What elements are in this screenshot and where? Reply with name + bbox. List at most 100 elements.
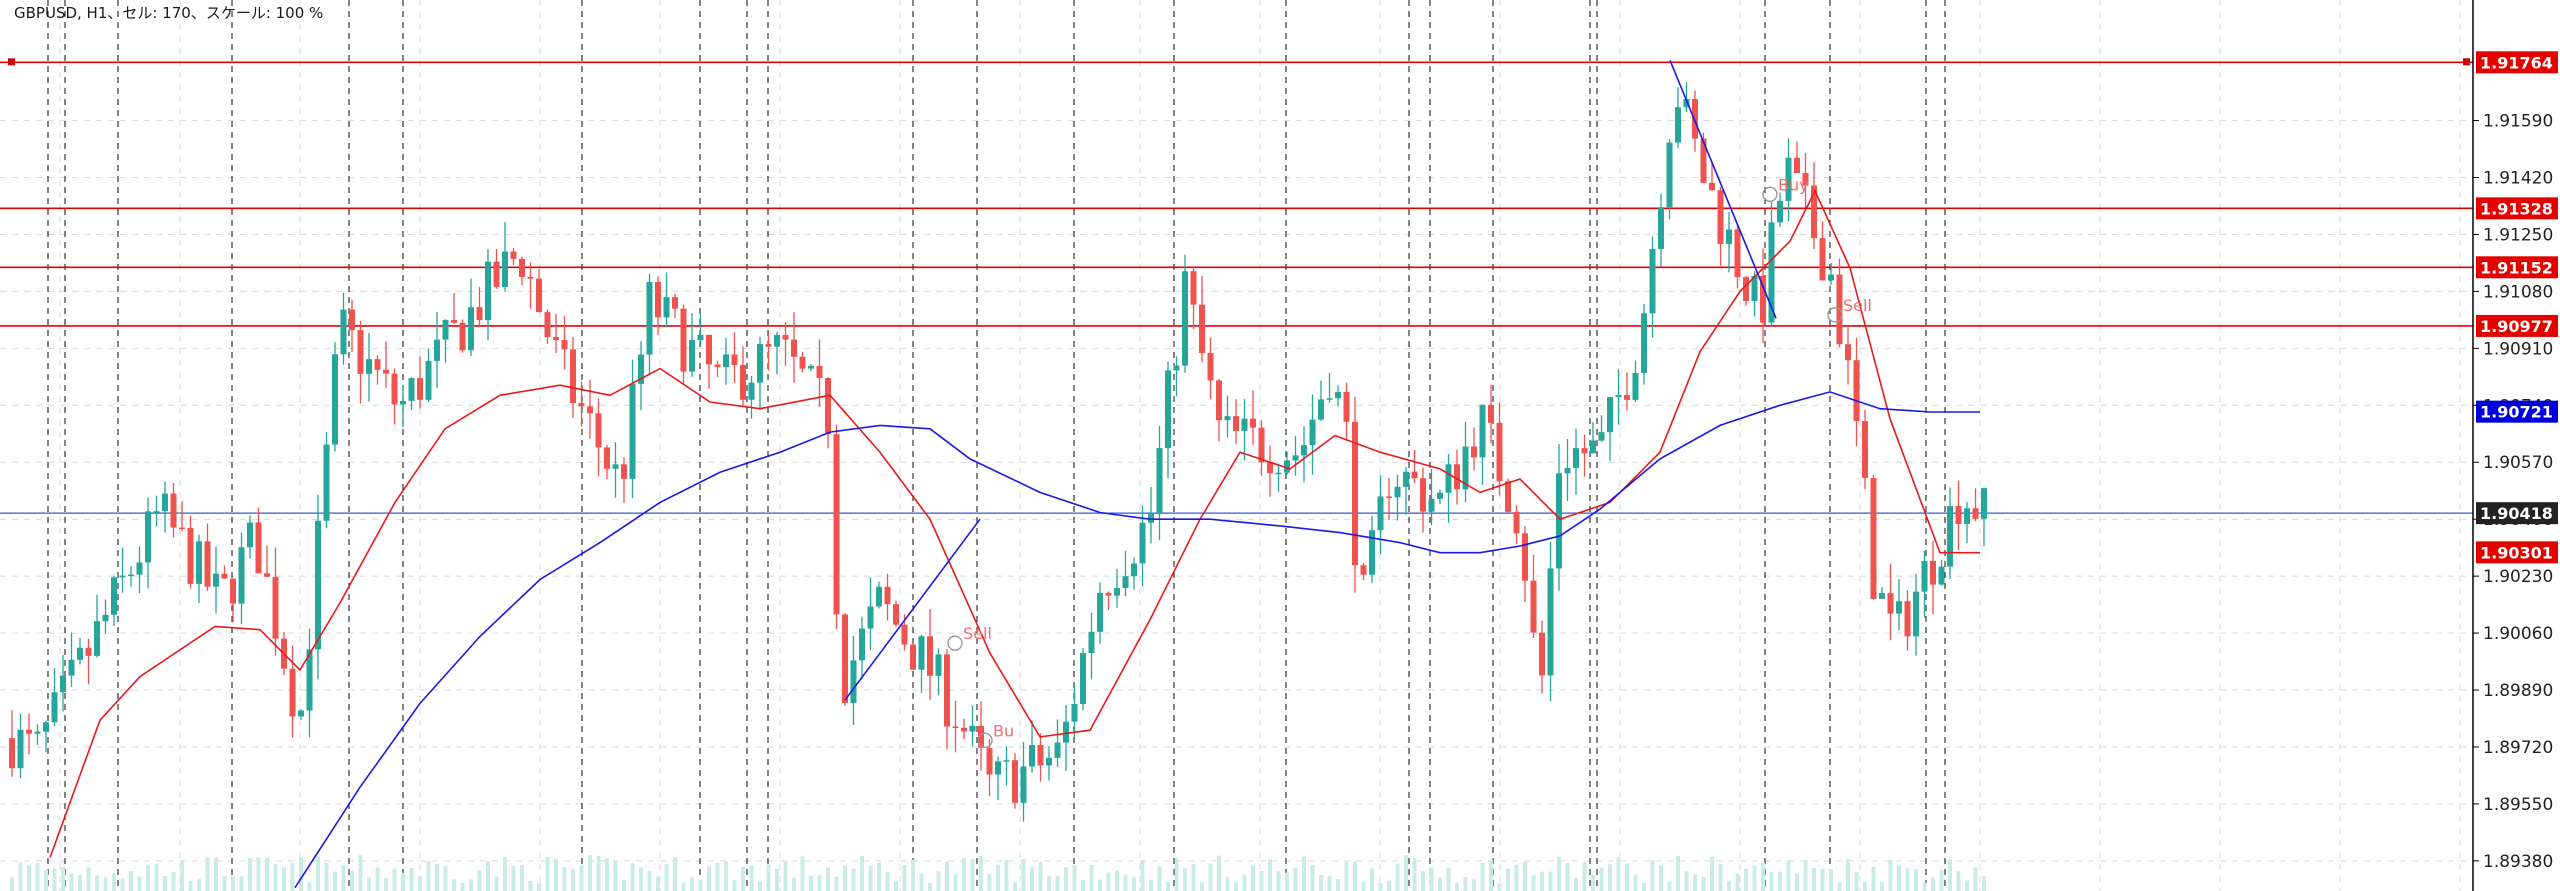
- volume-bar: [792, 877, 796, 891]
- candle-body: [1437, 492, 1443, 499]
- horizontal-levels[interactable]: [0, 58, 2473, 514]
- volume-bar: [1812, 867, 1816, 891]
- volume-bar: [460, 882, 465, 891]
- candle-body: [1785, 157, 1792, 201]
- volume-bar: [639, 867, 643, 891]
- volume-bar: [1123, 874, 1128, 891]
- volume-bar: [1183, 868, 1187, 891]
- volume-bar: [452, 879, 456, 891]
- volume-bar: [171, 872, 176, 891]
- volume-bar: [358, 855, 363, 891]
- volume-bar: [877, 862, 881, 891]
- candle-body: [689, 340, 695, 372]
- y-tick-label: 1.90230: [2483, 567, 2553, 587]
- volume-bar: [1591, 874, 1595, 891]
- volume-bar: [1404, 855, 1408, 891]
- candle-body: [26, 729, 32, 734]
- y-tick-label: 1.91420: [2483, 169, 2553, 189]
- volume-bar: [1072, 865, 1077, 891]
- candle-body: [544, 312, 551, 338]
- volume-bar: [1259, 870, 1264, 891]
- volume-bar: [800, 856, 805, 891]
- volume-bar: [809, 875, 813, 891]
- volume-bar: [579, 865, 584, 891]
- volume-bar: [1047, 876, 1051, 891]
- volume-bar: [1395, 864, 1400, 891]
- grid: [0, 0, 2473, 891]
- volume-bar: [545, 857, 550, 891]
- volume-bar: [868, 866, 873, 891]
- candle-body: [757, 344, 763, 383]
- candle-body: [1692, 99, 1698, 139]
- price-tag-label: 1.90721: [2480, 403, 2553, 422]
- candle-body: [1870, 477, 1877, 599]
- volume-bar: [307, 881, 312, 891]
- volume-bar: [1922, 882, 1927, 891]
- period-separators: [47, 0, 1946, 891]
- candle-body: [621, 464, 627, 479]
- candle-body: [1173, 365, 1180, 371]
- candle-body: [323, 444, 330, 521]
- candle-body: [1913, 591, 1919, 637]
- volume-bar: [341, 865, 346, 891]
- volume-bar: [1438, 877, 1442, 891]
- candle-body: [740, 364, 746, 400]
- candle-body: [1496, 422, 1503, 482]
- candle-body: [1734, 229, 1741, 278]
- level-anchor-handle[interactable]: [8, 58, 15, 66]
- candle-body: [255, 522, 262, 574]
- candle-body: [1369, 530, 1375, 575]
- trendline[interactable]: [844, 518, 981, 701]
- candle-body: [9, 738, 15, 769]
- candle-body: [1675, 107, 1681, 143]
- candle-body: [1556, 473, 1562, 569]
- volume-bar: [392, 868, 397, 891]
- volume-bar: [35, 863, 40, 891]
- candle-body: [1479, 404, 1486, 458]
- volume-bar: [95, 875, 99, 891]
- candle-body: [485, 261, 491, 321]
- candle-body: [1071, 704, 1078, 722]
- volume-bar: [1344, 861, 1349, 891]
- volume-bar: [1089, 864, 1094, 891]
- volume-bar: [511, 866, 516, 891]
- volume-bar: [1242, 874, 1247, 891]
- volume-bar: [1948, 859, 1952, 891]
- volume-bar: [707, 866, 711, 891]
- candle-body: [1020, 766, 1027, 803]
- volume-bar: [690, 877, 694, 891]
- candle-body: [808, 365, 814, 369]
- volume-bar: [316, 856, 320, 891]
- candle-body: [893, 604, 899, 625]
- candle-body: [553, 337, 559, 341]
- trendlines[interactable]: [844, 59, 1777, 701]
- candle-body: [1454, 464, 1460, 490]
- candle-body: [782, 335, 789, 340]
- volume-bar: [537, 882, 541, 891]
- candle-body: [1547, 568, 1554, 676]
- volume-bar: [1030, 867, 1034, 891]
- volume-bar: [953, 874, 958, 891]
- candle-body: [1845, 344, 1851, 361]
- volume-bar: [1837, 882, 1842, 891]
- candle-body: [1258, 427, 1265, 463]
- level-anchor-handle[interactable]: [2463, 58, 2470, 66]
- candle-body: [570, 349, 576, 404]
- candle-body: [1573, 448, 1579, 468]
- candle-body: [918, 636, 925, 670]
- candle-body: [179, 527, 185, 530]
- candle-body: [1003, 760, 1010, 762]
- volume-bar: [1693, 874, 1697, 891]
- candle-body: [51, 692, 58, 723]
- volume-bar: [1064, 867, 1068, 891]
- volume-bar: [333, 871, 337, 891]
- candle-body: [1666, 142, 1673, 208]
- candle-body: [204, 541, 211, 587]
- trendline[interactable]: [1669, 59, 1777, 319]
- volume-bar: [1735, 873, 1740, 891]
- candle-body: [306, 649, 313, 711]
- candle-body: [961, 727, 967, 732]
- candle-body: [1717, 190, 1724, 244]
- volume-bar: [741, 866, 745, 891]
